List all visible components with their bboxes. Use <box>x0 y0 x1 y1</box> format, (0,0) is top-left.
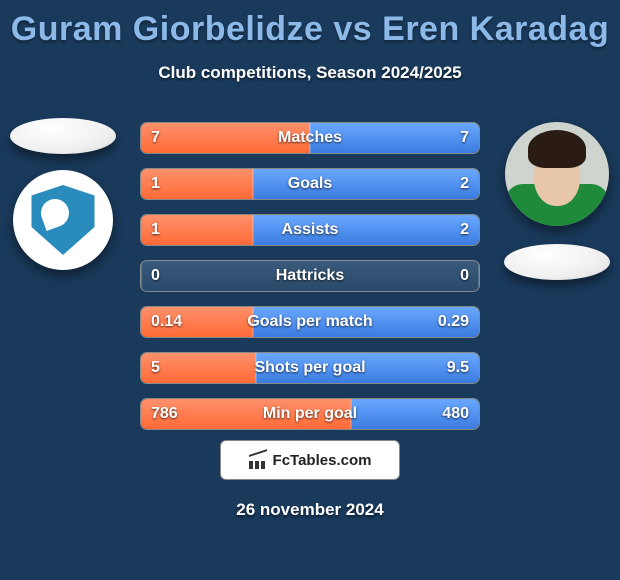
player-left-column <box>8 118 118 270</box>
player-left-placeholder <box>10 118 116 154</box>
stat-label: Matches <box>141 123 479 153</box>
stats-table: 77Matches 12Goals 12Assists 00Hattricks 0.14… <box>140 122 480 444</box>
player-right-placeholder <box>504 244 610 280</box>
stat-row: 59.5Shots per goal <box>140 352 480 384</box>
page-title: Guram Giorbelidze vs Eren Karadag <box>0 0 620 49</box>
shield-icon <box>28 185 98 255</box>
stat-label: Assists <box>141 215 479 245</box>
player-right-avatar <box>505 122 609 226</box>
stat-row: 12Assists <box>140 214 480 246</box>
stat-row: 12Goals <box>140 168 480 200</box>
stat-label: Goals <box>141 169 479 199</box>
hair-shape <box>528 130 586 168</box>
stat-label: Hattricks <box>141 261 479 291</box>
stat-row: 00Hattricks <box>140 260 480 292</box>
date-label: 26 november 2024 <box>0 500 620 520</box>
stat-label: Shots per goal <box>141 353 479 383</box>
stat-row: 786480Min per goal <box>140 398 480 430</box>
player-right-column <box>502 122 612 280</box>
stat-label: Goals per match <box>141 307 479 337</box>
stat-row: 77Matches <box>140 122 480 154</box>
brand-chart-icon <box>249 451 267 469</box>
stat-row: 0.140.29Goals per match <box>140 306 480 338</box>
brand-badge[interactable]: FcTables.com <box>220 440 400 480</box>
club-badge-left <box>13 170 113 270</box>
brand-label: FcTables.com <box>273 452 372 469</box>
stat-label: Min per goal <box>141 399 479 429</box>
page-subtitle: Club competitions, Season 2024/2025 <box>0 63 620 83</box>
